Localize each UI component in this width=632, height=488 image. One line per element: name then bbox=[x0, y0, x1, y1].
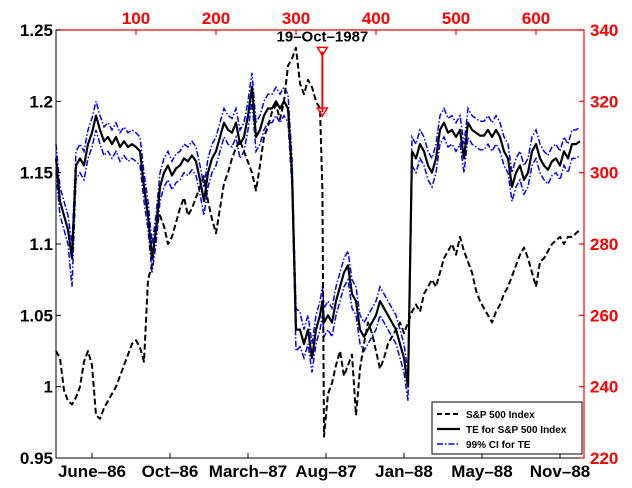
right-tick-label: 240 bbox=[590, 378, 618, 397]
legend-label-sp500: S&P 500 Index bbox=[466, 410, 535, 421]
bottom-tick-label: May–88 bbox=[451, 462, 512, 481]
right-tick-label: 340 bbox=[590, 21, 618, 40]
bottom-tick-label: June–86 bbox=[58, 462, 126, 481]
annotation-oct-1987: 19–Oct–1987 bbox=[277, 28, 369, 118]
top-tick-label: 600 bbox=[522, 9, 550, 28]
left-tick-label: 0.95 bbox=[20, 449, 53, 468]
left-tick-label: 1.25 bbox=[20, 21, 53, 40]
right-tick-label: 320 bbox=[590, 92, 618, 111]
bottom-tick-label: Oct–86 bbox=[142, 462, 199, 481]
left-tick-label: 1.15 bbox=[20, 164, 53, 183]
left-tick-label: 1.05 bbox=[20, 306, 53, 325]
left-tick-label: 1.2 bbox=[29, 92, 53, 111]
annotation-top-marker bbox=[316, 46, 329, 57]
legend-label-ci: 99% CI for TE bbox=[466, 440, 531, 451]
top-tick-label: 300 bbox=[282, 9, 310, 28]
te-line bbox=[54, 85, 581, 388]
plot-background bbox=[56, 30, 584, 458]
te-line-group bbox=[54, 85, 581, 388]
bottom-tick-label: Aug–87 bbox=[295, 462, 356, 481]
bottom-tick-label: Jan–88 bbox=[375, 462, 433, 481]
bottom-tick-label: Nov–88 bbox=[530, 462, 590, 481]
top-tick-label: 100 bbox=[122, 9, 150, 28]
ci-lower-line bbox=[55, 101, 581, 402]
top-tick-label: 400 bbox=[362, 9, 390, 28]
left-tick-label: 1 bbox=[44, 378, 53, 397]
sp500-line bbox=[55, 46, 581, 438]
left-axis-ticks: 0.95 1 1.05 1.1 1.15 1.2 1.25 bbox=[20, 21, 61, 468]
legend: S&P 500 Index TE for S&P 500 Index 99% C… bbox=[431, 401, 583, 455]
top-tick-label: 200 bbox=[202, 9, 230, 28]
annotation-label: 19–Oct–1987 bbox=[277, 28, 369, 45]
plot-area bbox=[54, 30, 584, 458]
legend-label-te: TE for S&P 500 Index bbox=[466, 425, 567, 436]
bottom-tick-label: March–87 bbox=[209, 462, 287, 481]
ci-lines bbox=[55, 72, 581, 402]
top-tick-label: 500 bbox=[442, 9, 470, 28]
right-tick-label: 280 bbox=[590, 235, 618, 254]
sp500-line-group bbox=[55, 46, 581, 438]
ci-upper-line bbox=[55, 72, 581, 373]
right-tick-label: 220 bbox=[590, 449, 618, 468]
bottom-axis-ticks: June–86 Oct–86 March–87 Aug–87 Jan–88 May–88 N… bbox=[58, 453, 590, 481]
top-axis-ticks: 100 200 300 400 500 600 bbox=[122, 9, 550, 35]
annotation-bottom-marker bbox=[316, 107, 329, 118]
left-tick-label: 1.1 bbox=[29, 235, 53, 254]
right-tick-label: 260 bbox=[590, 306, 618, 325]
right-tick-label: 300 bbox=[590, 164, 618, 183]
right-axis-ticks: 220 240 260 280 300 320 340 bbox=[579, 21, 618, 468]
